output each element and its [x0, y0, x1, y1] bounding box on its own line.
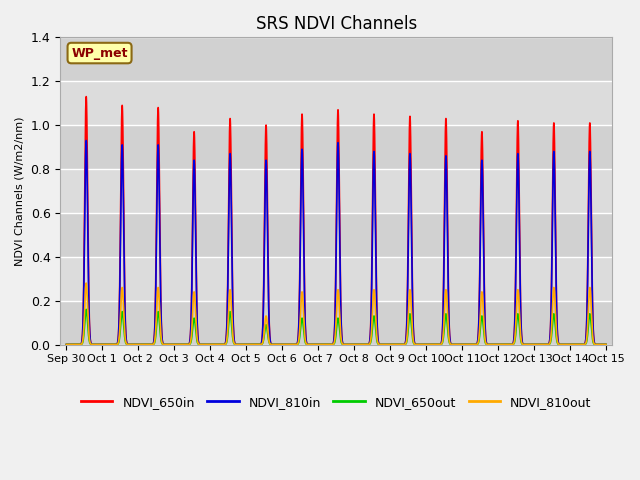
NDVI_650in	[593, 342, 601, 348]
NDVI_650out	[83, 307, 90, 312]
NDVI_650out	[63, 342, 70, 348]
NDVI_810in	[593, 342, 601, 348]
NDVI_810in	[83, 138, 90, 144]
NDVI_650in	[63, 342, 70, 348]
NDVI_650out	[401, 342, 408, 348]
Line: NDVI_810out: NDVI_810out	[67, 283, 606, 345]
NDVI_810in	[63, 342, 70, 348]
NDVI_650out	[243, 342, 250, 348]
NDVI_810out	[593, 342, 601, 348]
NDVI_810out	[393, 342, 401, 348]
Y-axis label: NDVI Channels (W/m2/nm): NDVI Channels (W/m2/nm)	[15, 116, 25, 265]
Line: NDVI_810in: NDVI_810in	[67, 141, 606, 345]
NDVI_650out	[207, 342, 214, 348]
NDVI_810in	[401, 341, 408, 347]
NDVI_810in	[488, 342, 496, 348]
NDVI_650out	[488, 342, 496, 348]
NDVI_810out	[602, 342, 610, 348]
NDVI_810in	[392, 342, 400, 348]
NDVI_650out	[593, 342, 601, 348]
NDVI_810in	[602, 342, 610, 348]
Bar	[60, 213, 612, 257]
NDVI_810out	[63, 342, 70, 348]
NDVI_650out	[602, 342, 610, 348]
NDVI_650in	[93, 342, 101, 348]
NDVI_650in	[458, 342, 466, 348]
NDVI_810in	[93, 342, 101, 348]
NDVI_810in	[458, 342, 466, 348]
NDVI_650out	[393, 342, 401, 348]
NDVI_650in	[207, 342, 214, 348]
NDVI_810out	[207, 342, 214, 348]
Title: SRS NDVI Channels: SRS NDVI Channels	[255, 15, 417, 33]
NDVI_810out	[83, 280, 90, 286]
Legend: NDVI_650in, NDVI_810in, NDVI_650out, NDVI_810out: NDVI_650in, NDVI_810in, NDVI_650out, NDV…	[76, 391, 596, 414]
NDVI_650in	[392, 342, 400, 348]
Text: WP_met: WP_met	[71, 47, 128, 60]
Bar	[60, 300, 612, 345]
NDVI_810out	[488, 342, 496, 348]
Bar	[60, 37, 612, 81]
NDVI_810in	[207, 342, 214, 348]
NDVI_810out	[93, 342, 101, 348]
NDVI_650in	[488, 342, 496, 348]
Bar	[60, 125, 612, 169]
Line: NDVI_650out: NDVI_650out	[67, 310, 606, 345]
NDVI_650in	[602, 342, 610, 348]
NDVI_650in	[401, 341, 408, 347]
NDVI_650in	[83, 94, 90, 99]
Line: NDVI_650in: NDVI_650in	[67, 96, 606, 345]
NDVI_810out	[401, 342, 408, 348]
NDVI_810out	[243, 342, 250, 348]
NDVI_650out	[93, 342, 101, 348]
